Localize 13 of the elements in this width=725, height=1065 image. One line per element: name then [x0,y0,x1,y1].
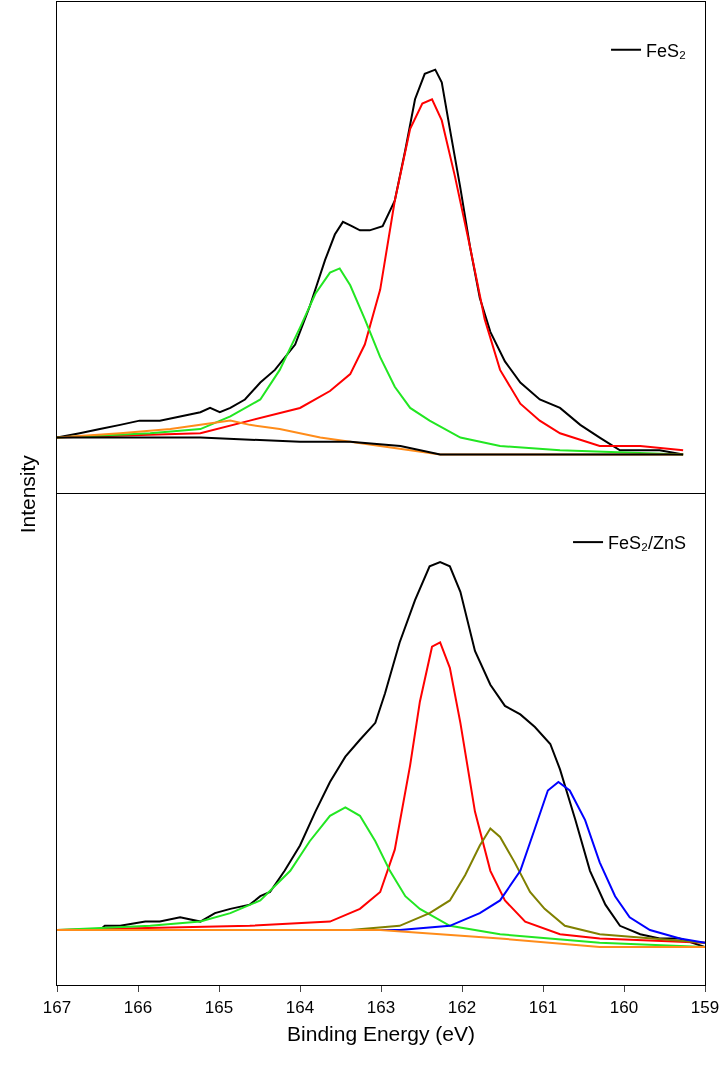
x-tick-label: 160 [609,997,639,1017]
x-tick-label: 167 [42,997,72,1017]
x-tick-label: 163 [366,997,396,1017]
y-axis-title: Intensity [16,454,40,534]
legend-label: FeS₂/ZnS [608,533,687,554]
x-tick-label: 164 [285,997,315,1017]
x-tick-label: 161 [528,997,558,1017]
x-tick-label: 165 [204,997,234,1017]
x-tick-label: 159 [690,997,720,1017]
x-tick-label: 162 [447,997,477,1017]
legend-label: FeS₂ [646,40,687,61]
x-axis-title: Binding Energy (eV) [287,1021,475,1045]
x-tick-label: 166 [123,997,153,1017]
